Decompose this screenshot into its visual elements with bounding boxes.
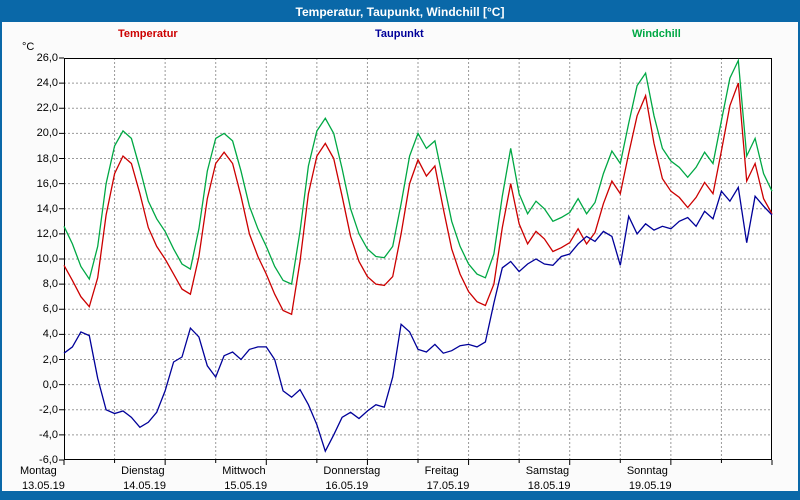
window-bottom-bar (2, 491, 798, 498)
window-titlebar: Temperatur, Taupunkt, Windchill [°C] (2, 2, 798, 22)
y-tick-label: 4,0 (42, 328, 58, 341)
y-tick-label: 0,0 (42, 378, 58, 391)
x-date-label: 18.05.19 (527, 480, 571, 492)
y-tick-label: -4,0 (39, 428, 58, 441)
chart-canvas (59, 57, 773, 465)
y-tick-label: 10,0 (36, 253, 58, 265)
x-date-label: 16.05.19 (325, 480, 369, 492)
series-line-windchill (63, 58, 773, 286)
y-tick-label: 26,0 (36, 52, 58, 64)
legend-item-temperatur: Temperatur (118, 28, 178, 40)
y-tick-label: 14,0 (36, 202, 58, 215)
y-tick-label: -2,0 (39, 403, 58, 416)
y-tick-label: 8,0 (42, 278, 58, 291)
x-day-label: Dienstag (121, 465, 165, 477)
x-day-label: Freitag (424, 465, 459, 477)
x-day-label: Samstag (525, 465, 570, 477)
y-tick-label: 20,0 (36, 127, 58, 140)
series-line-taupunkt (63, 185, 773, 453)
x-date-label: 15.05.19 (224, 480, 268, 492)
y-axis-unit: °C (22, 41, 35, 53)
y-tick-label: 6,0 (42, 303, 58, 316)
y-tick-label: 16,0 (36, 177, 58, 190)
x-day-label: Mittwoch (222, 465, 266, 477)
y-tick-label: 24,0 (36, 77, 58, 90)
y-tick-label: 12,0 (36, 227, 58, 240)
y-tick-label: 2,0 (42, 353, 58, 366)
series-line-temperatur (63, 82, 773, 316)
x-date-label: 19.05.19 (628, 480, 672, 492)
y-tick-label: -6,0 (39, 454, 58, 466)
y-tick-label: 18,0 (36, 152, 58, 165)
x-day-label: Sonntag (626, 465, 668, 477)
x-day-label: Montag (20, 465, 57, 477)
x-date-label: 14.05.19 (123, 480, 166, 492)
x-day-label: Donnerstag (323, 465, 381, 477)
legend-item-taupunkt: Taupunkt (375, 28, 424, 40)
chart-plot (59, 57, 773, 465)
x-date-label: 17.05.19 (426, 480, 470, 492)
chart-title: Temperatur, Taupunkt, Windchill [°C] (295, 5, 505, 19)
legend-item-windchill: Windchill (632, 28, 681, 40)
x-date-label: 13.05.19 (22, 480, 65, 492)
y-tick-label: 22,0 (36, 102, 58, 115)
